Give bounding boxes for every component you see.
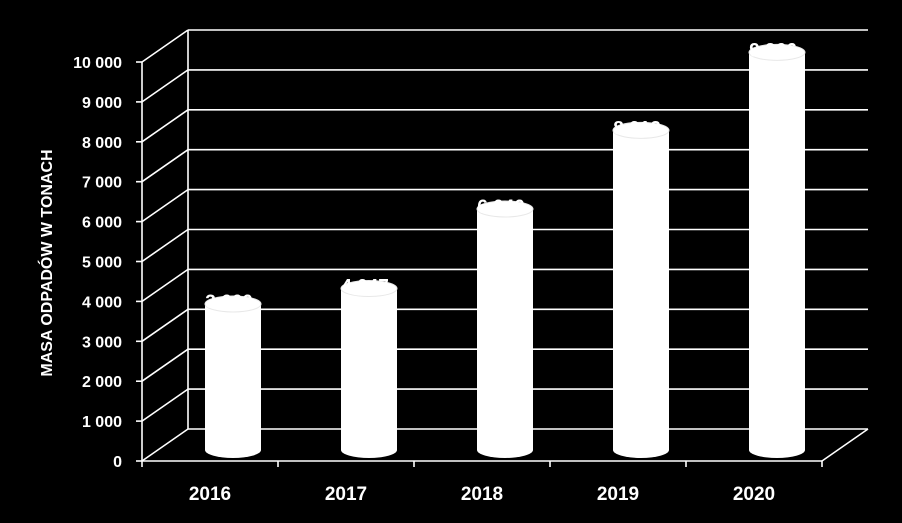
- y-tick-label: 8 000: [82, 135, 122, 152]
- y-tick-label: 0: [113, 454, 122, 471]
- data-label: 6 040: [477, 197, 525, 218]
- data-label: 8 012: [613, 118, 661, 139]
- bar-2018: [476, 200, 534, 458]
- x-tick-label: 2016: [189, 484, 231, 505]
- data-label: 9 966: [749, 40, 797, 61]
- y-axis-title: MASA ODPADÓW W TONACH: [37, 149, 56, 376]
- bar-2019: [612, 121, 670, 458]
- side-gridline: [141, 308, 189, 342]
- data-label: 3 660: [205, 292, 253, 313]
- x-tick-label: 2019: [597, 484, 639, 505]
- side-gridline: [141, 388, 189, 422]
- bar-body: [749, 52, 805, 459]
- y-tick-label: 4 000: [82, 294, 122, 311]
- bar-body: [205, 303, 261, 458]
- y-tick-label: 1 000: [82, 414, 122, 431]
- axis-layer: [136, 30, 869, 467]
- y-tick-label: 3 000: [82, 334, 122, 351]
- bar-body: [341, 288, 397, 458]
- side-gridline: [141, 69, 189, 103]
- bar-top: [748, 43, 806, 61]
- y-tick-label: 7 000: [82, 175, 122, 192]
- bar-2017: [340, 280, 398, 458]
- data-label: 4 047: [341, 277, 389, 298]
- x-tick-label: 2020: [733, 484, 775, 505]
- side-gridline: [141, 149, 189, 183]
- bar-top: [476, 200, 534, 218]
- bar-body: [613, 130, 669, 458]
- x-tick-label: 2017: [325, 484, 367, 505]
- side-gridline: [141, 29, 189, 63]
- side-gridline: [141, 428, 189, 462]
- bar-top: [340, 280, 398, 298]
- y-tick-label: 5 000: [82, 255, 122, 272]
- y-tick-label: 10 000: [73, 55, 122, 72]
- floor-edge: [821, 428, 869, 462]
- bar-layer: [204, 43, 806, 459]
- y-tick-label: 2 000: [82, 374, 122, 391]
- label-layer: 0 1 000 2 000 3 000 4 000 5 000 6 000 7 000 8 00…: [73, 40, 797, 505]
- bar-2016: [204, 295, 262, 458]
- side-gridline: [141, 348, 189, 382]
- y-tick-label: 6 000: [82, 215, 122, 232]
- bar-2020: [748, 43, 806, 459]
- side-gridline: [141, 109, 189, 143]
- y-tick-label: 9 000: [82, 95, 122, 112]
- bar-top: [612, 121, 670, 139]
- side-gridline: [141, 228, 189, 263]
- bar-top: [204, 295, 262, 313]
- x-tick-label: 2018: [461, 484, 503, 505]
- bar-body: [477, 209, 533, 458]
- side-gridline: [141, 268, 189, 303]
- side-gridline: [141, 188, 189, 223]
